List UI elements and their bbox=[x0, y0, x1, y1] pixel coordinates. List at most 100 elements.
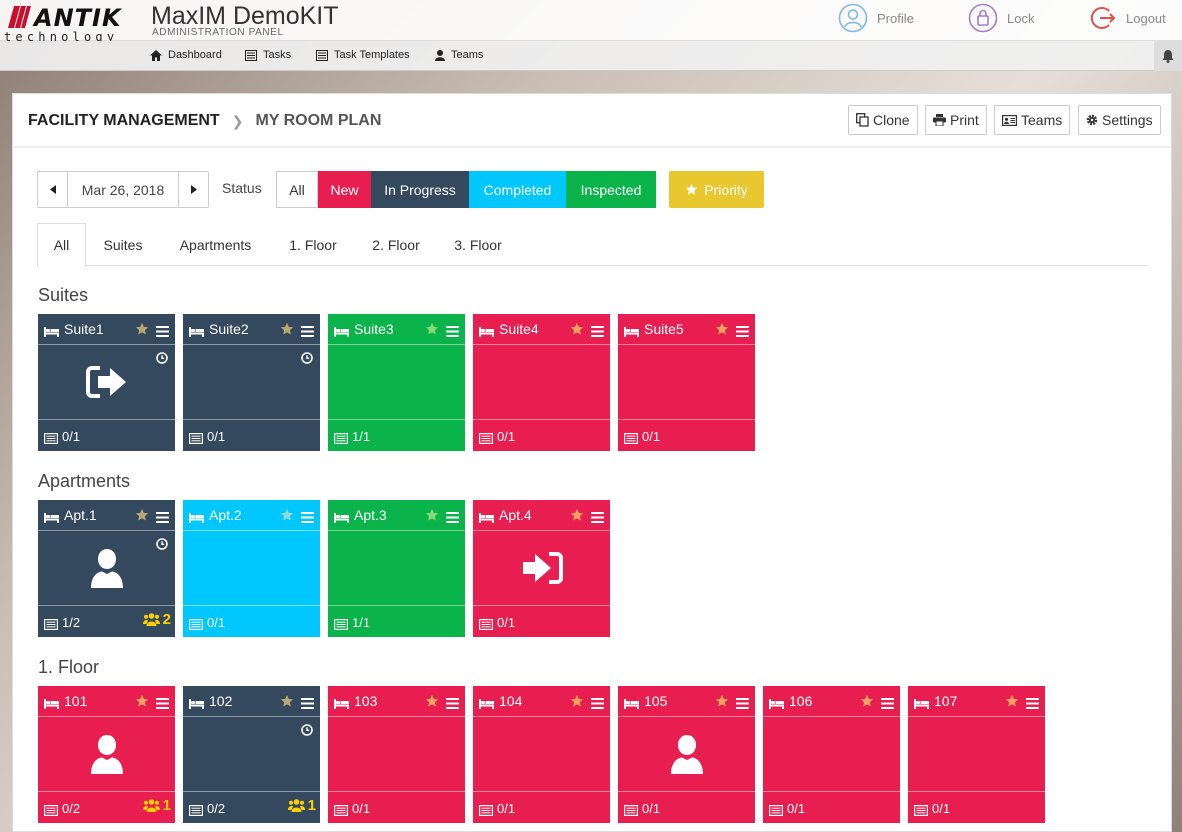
room-menu-button[interactable] bbox=[156, 510, 169, 528]
room-tile[interactable]: 103 0/1 bbox=[328, 686, 465, 823]
star-icon[interactable] bbox=[715, 694, 729, 708]
priority-star-icon[interactable] bbox=[570, 694, 584, 713]
priority-star-icon[interactable] bbox=[860, 694, 874, 713]
status-new-button[interactable]: New bbox=[318, 171, 371, 208]
priority-star-icon[interactable] bbox=[425, 322, 439, 341]
room-tile[interactable]: Apt.2 0/1 bbox=[183, 500, 320, 637]
breadcrumb-root[interactable]: FACILITY MANAGEMENT bbox=[28, 112, 220, 129]
room-menu-button[interactable] bbox=[301, 696, 314, 714]
priority-star-icon[interactable] bbox=[280, 508, 294, 527]
nav-task-templates[interactable]: Task Templates bbox=[316, 49, 410, 61]
room-tile[interactable]: 105 0/1 bbox=[618, 686, 755, 823]
print-button[interactable]: Print bbox=[925, 105, 987, 135]
profile-link[interactable]: Profile bbox=[838, 2, 914, 34]
room-menu-button[interactable] bbox=[446, 324, 459, 342]
star-icon[interactable] bbox=[860, 694, 874, 708]
room-menu-button[interactable] bbox=[446, 696, 459, 714]
star-icon[interactable] bbox=[570, 694, 584, 708]
room-tile[interactable]: Suite2 0/1 bbox=[183, 314, 320, 451]
tab-floor-3[interactable]: 3. Floor bbox=[454, 236, 502, 253]
logout-link[interactable]: Logout bbox=[1087, 2, 1166, 34]
status-all-button[interactable]: All bbox=[276, 171, 318, 208]
bed-icon bbox=[334, 696, 349, 714]
room-menu-button[interactable] bbox=[881, 696, 894, 714]
status-completed-button[interactable]: Completed bbox=[469, 171, 566, 208]
room-menu-button[interactable] bbox=[736, 696, 749, 714]
room-menu-button[interactable] bbox=[301, 324, 314, 342]
lock-link[interactable]: Lock bbox=[968, 2, 1034, 34]
room-tile[interactable]: Apt.3 1/1 bbox=[328, 500, 465, 637]
nav-dashboard[interactable]: Dashboard bbox=[150, 49, 222, 61]
priority-star-icon[interactable] bbox=[280, 322, 294, 341]
priority-star-icon[interactable] bbox=[715, 322, 729, 341]
star-icon[interactable] bbox=[280, 322, 294, 336]
star-icon[interactable] bbox=[135, 322, 149, 336]
room-tile[interactable]: Suite4 0/1 bbox=[473, 314, 610, 451]
list-icon bbox=[316, 49, 328, 61]
priority-star-icon[interactable] bbox=[570, 322, 584, 341]
room-tile-footer: 0/1 bbox=[183, 419, 320, 451]
nav-tasks[interactable]: Tasks bbox=[245, 49, 291, 61]
room-menu-button[interactable] bbox=[301, 510, 314, 528]
priority-star-icon[interactable] bbox=[135, 694, 149, 713]
tab-all[interactable]: All bbox=[37, 223, 86, 267]
tab-suites[interactable]: Suites bbox=[103, 236, 143, 253]
status-inspected-button[interactable]: Inspected bbox=[566, 171, 656, 208]
next-date-button[interactable] bbox=[178, 172, 208, 207]
priority-star-icon[interactable] bbox=[425, 508, 439, 527]
bed-icon bbox=[44, 324, 59, 342]
room-tile[interactable]: 102 0/2 1 bbox=[183, 686, 320, 823]
task-count: 0/1 bbox=[787, 801, 806, 816]
room-menu-button[interactable] bbox=[591, 324, 604, 342]
priority-filter-button[interactable]: Priority bbox=[669, 171, 764, 208]
clone-button[interactable]: Clone bbox=[848, 105, 918, 135]
star-icon[interactable] bbox=[280, 694, 294, 708]
teams-button[interactable]: Teams bbox=[994, 105, 1071, 135]
star-icon[interactable] bbox=[570, 322, 584, 336]
priority-star-icon[interactable] bbox=[135, 322, 149, 341]
priority-star-icon[interactable] bbox=[280, 694, 294, 713]
tab-apartments[interactable]: Apartments bbox=[179, 236, 252, 253]
date-value[interactable]: Mar 26, 2018 bbox=[81, 181, 165, 198]
star-icon[interactable] bbox=[425, 508, 439, 522]
room-menu-button[interactable] bbox=[736, 324, 749, 342]
room-tile[interactable]: 106 0/1 bbox=[763, 686, 900, 823]
status-in-progress-button[interactable]: In Progress bbox=[371, 171, 469, 208]
notifications-button[interactable] bbox=[1154, 41, 1182, 71]
tab-floor-1[interactable]: 1. Floor bbox=[289, 236, 337, 253]
star-icon[interactable] bbox=[425, 694, 439, 708]
nav-teams[interactable]: Teams bbox=[435, 49, 483, 61]
room-menu-button[interactable] bbox=[156, 324, 169, 342]
tab-floor-2[interactable]: 2. Floor bbox=[372, 236, 420, 253]
priority-star-icon[interactable] bbox=[135, 508, 149, 527]
room-tile[interactable]: Suite5 0/1 bbox=[618, 314, 755, 451]
star-icon[interactable] bbox=[715, 322, 729, 336]
star-icon[interactable] bbox=[280, 508, 294, 522]
room-tile[interactable]: Apt.4 0/1 bbox=[473, 500, 610, 637]
bed-icon bbox=[479, 699, 494, 709]
star-icon[interactable] bbox=[135, 508, 149, 522]
star-icon[interactable] bbox=[135, 694, 149, 708]
priority-star-icon[interactable] bbox=[715, 694, 729, 713]
room-name: 106 bbox=[789, 693, 813, 709]
settings-button[interactable]: Settings bbox=[1078, 105, 1161, 135]
star-icon[interactable] bbox=[570, 508, 584, 522]
brand-logo[interactable]: ANTIK technology bbox=[4, 4, 144, 44]
room-tile[interactable]: 107 0/1 bbox=[908, 686, 1045, 823]
room-tile[interactable]: Apt.1 1/2 2 bbox=[38, 500, 175, 637]
room-tile[interactable]: Suite1 0/1 bbox=[38, 314, 175, 451]
room-tile[interactable]: 104 0/1 bbox=[473, 686, 610, 823]
prev-date-button[interactable] bbox=[38, 172, 68, 207]
room-menu-button[interactable] bbox=[591, 510, 604, 528]
room-tile[interactable]: Suite3 1/1 bbox=[328, 314, 465, 451]
room-menu-button[interactable] bbox=[591, 696, 604, 714]
room-menu-button[interactable] bbox=[1026, 696, 1039, 714]
room-menu-button[interactable] bbox=[156, 696, 169, 714]
star-icon[interactable] bbox=[425, 322, 439, 336]
priority-star-icon[interactable] bbox=[570, 508, 584, 527]
priority-star-icon[interactable] bbox=[425, 694, 439, 713]
room-tile[interactable]: 101 0/2 1 bbox=[38, 686, 175, 823]
priority-star-icon[interactable] bbox=[1005, 694, 1019, 713]
star-icon[interactable] bbox=[1005, 694, 1019, 708]
room-menu-button[interactable] bbox=[446, 510, 459, 528]
